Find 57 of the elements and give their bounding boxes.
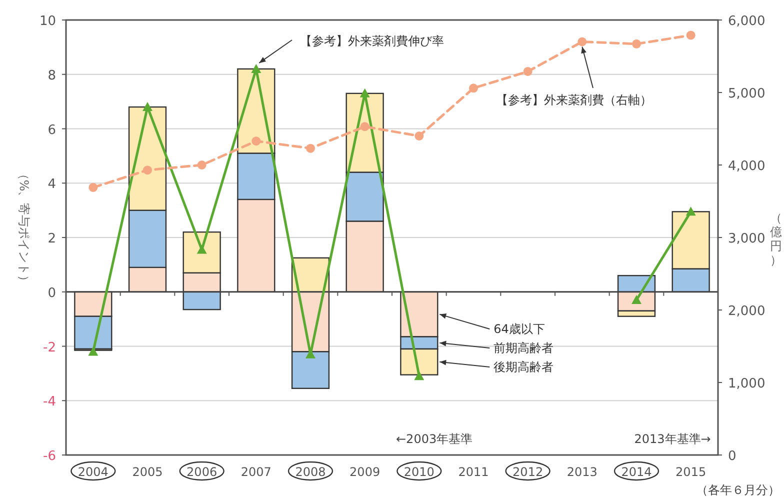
point bbox=[88, 346, 98, 356]
point bbox=[251, 64, 262, 73]
y-tick-label: 8 bbox=[48, 68, 56, 84]
point bbox=[197, 160, 206, 170]
text: 【参考】外来薬剤費伸び率 bbox=[300, 34, 444, 48]
x-tick-label: 2010 bbox=[404, 465, 434, 479]
point bbox=[469, 84, 478, 93]
annotation: 2013年基準→ bbox=[634, 432, 711, 446]
y-tick-label: 10 bbox=[39, 14, 56, 29]
x-tick-label: 2014 bbox=[621, 465, 652, 479]
x-tick-label: 2006 bbox=[186, 465, 218, 479]
point bbox=[686, 30, 696, 40]
y-tick-label: 2 bbox=[48, 232, 56, 246]
point bbox=[360, 122, 370, 132]
y2-tick-label: 0 bbox=[728, 449, 736, 464]
y-tick-label: -2 bbox=[43, 340, 56, 356]
y2-tick-label: 5,000 bbox=[728, 86, 766, 102]
legend-label: 前期高齢者 bbox=[494, 341, 554, 355]
x-tick-label: 2011 bbox=[458, 465, 489, 479]
y-tick-label: 6 bbox=[48, 122, 56, 138]
x-tick-label: 2015 bbox=[676, 465, 706, 479]
y2-axis-title: （億円） bbox=[770, 211, 782, 267]
point bbox=[143, 166, 152, 175]
y-tick-label: -4 bbox=[43, 394, 56, 410]
annotation: ←2003年基準 bbox=[396, 432, 473, 446]
point bbox=[360, 88, 370, 98]
y2-tick-label: 6,000 bbox=[728, 14, 766, 29]
series-label: 【参考】外来薬剤費（右軸） bbox=[496, 93, 652, 107]
x-tick-label: 2012 bbox=[512, 465, 544, 479]
y-tick-label: -6 bbox=[43, 449, 56, 464]
y2-tick-label: 1,000 bbox=[728, 376, 766, 392]
legend-label: 64歳以下 bbox=[494, 322, 545, 336]
y2-tick-label: 2,000 bbox=[728, 304, 766, 319]
point bbox=[578, 37, 587, 46]
y-axis-title: （%、寄与ポイント） bbox=[17, 168, 31, 288]
point bbox=[196, 244, 207, 254]
x-tick-label: 2008 bbox=[295, 465, 326, 479]
x-tick-label: 2005 bbox=[132, 465, 163, 479]
point bbox=[306, 144, 315, 153]
point bbox=[88, 182, 98, 192]
x-tick-label: 2013 bbox=[566, 465, 598, 479]
point bbox=[414, 371, 424, 380]
x-tick-label: 2009 bbox=[350, 465, 380, 479]
legend-label: 後期高齢者 bbox=[494, 360, 554, 374]
y2-tick-label: 4,000 bbox=[728, 159, 766, 174]
y-tick-label: 0 bbox=[48, 286, 56, 301]
point bbox=[142, 102, 152, 111]
x-tick-label: 2004 bbox=[78, 465, 108, 479]
y-tick-label: 4 bbox=[48, 177, 56, 192]
point bbox=[686, 206, 696, 216]
text: （各年６月分） bbox=[696, 483, 780, 497]
point bbox=[252, 136, 261, 146]
point bbox=[414, 132, 424, 140]
point bbox=[523, 66, 532, 76]
point bbox=[632, 39, 641, 48]
x-tick-label: 2007 bbox=[240, 465, 272, 479]
y2-tick-label: 3,000 bbox=[728, 232, 766, 246]
